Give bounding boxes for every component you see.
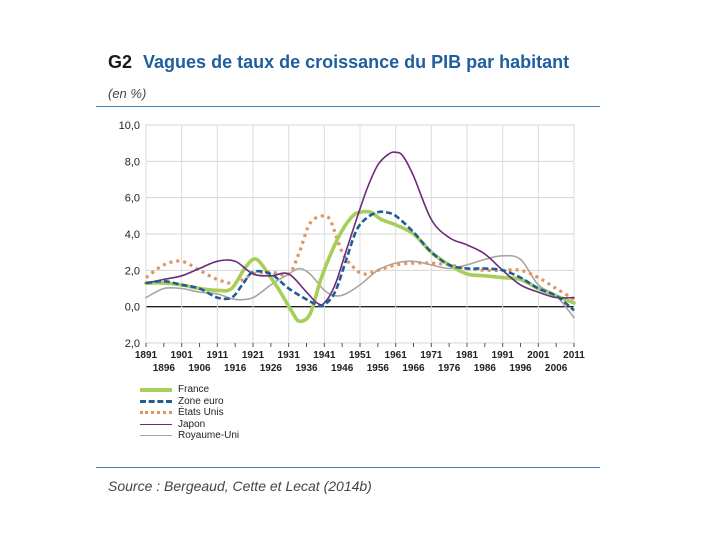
legend-item-etats_unis: États Unis	[140, 407, 239, 419]
x-tick-label: 1936	[295, 363, 318, 374]
x-tick-label: 1976	[438, 363, 461, 374]
x-tick-label: 1981	[456, 350, 479, 361]
x-tick-label: 2011	[563, 350, 585, 361]
legend-swatch	[140, 435, 172, 437]
y-tick-label: 2,0	[125, 265, 140, 277]
figure-id: G2	[108, 52, 133, 72]
x-tick-label: 1931	[278, 350, 301, 361]
legend-item-france: France	[140, 384, 239, 396]
series-line-zone_euro	[145, 210, 575, 312]
legend-label: Royaume-Uni	[178, 430, 240, 442]
legend-item-japon: Japon	[140, 419, 239, 431]
y-tick-label: 10,0	[119, 120, 140, 132]
x-tick-label: 1891	[135, 350, 158, 361]
legend-label: Zone euro	[178, 395, 224, 407]
series-line-france	[144, 209, 576, 324]
x-tick-label: 1941	[313, 350, 336, 361]
legend-label: États Unis	[178, 407, 224, 419]
x-tick-label: 1971	[420, 350, 443, 361]
x-tick-label: 1921	[242, 350, 265, 361]
figure-title-text: Vagues de taux de croissance du PIB par …	[143, 52, 570, 72]
x-tick-label: 1951	[349, 350, 372, 361]
legend-label: France	[178, 384, 210, 396]
y-tick-label: 6,0	[125, 193, 140, 205]
x-tick-label: 1896	[153, 363, 176, 374]
bottom-divider	[96, 467, 600, 468]
x-tick-label: 2006	[545, 363, 568, 374]
legend-swatch	[140, 423, 172, 425]
x-tick-label: 1946	[331, 363, 354, 374]
series-line-royaume_uni	[145, 254, 575, 319]
x-tick-label: 1911	[206, 350, 228, 361]
x-tick-label: 1986	[474, 363, 497, 374]
y-tick-label: 0,0	[125, 302, 140, 314]
top-divider	[96, 106, 600, 107]
x-tick-label: 1966	[402, 363, 425, 374]
legend-item-zone_euro: Zone euro	[140, 396, 239, 408]
x-tick-label: 1961	[385, 350, 408, 361]
x-tick-label: 1926	[260, 363, 283, 374]
legend-item-royaume_uni: Royaume-Uni	[140, 430, 239, 442]
legend-swatch	[140, 387, 172, 392]
x-tick-label: 1901	[171, 350, 194, 361]
legend-swatch	[140, 399, 172, 403]
y-tick-label: 8,0	[125, 156, 140, 168]
x-tick-label: 2001	[527, 350, 550, 361]
series-line-japon	[145, 151, 575, 306]
y-tick-label: 4,0	[125, 229, 140, 241]
legend-label: Japon	[178, 418, 206, 430]
unit-label: (en %)	[108, 86, 147, 101]
x-tick-label: 1996	[509, 363, 532, 374]
y-tick-label: 2,0	[125, 338, 140, 350]
x-tick-label: 1956	[367, 363, 390, 374]
x-tick-label: 1991	[492, 350, 515, 361]
x-tick-label: 1906	[188, 363, 211, 374]
grid	[145, 124, 575, 344]
x-tick-label: 1916	[224, 363, 247, 374]
figure-title: G2 Vagues de taux de croissance du PIB p…	[108, 52, 569, 73]
source-note: Source : Bergeaud, Cette et Lecat (2014b…	[108, 478, 372, 494]
series-layer	[144, 151, 576, 324]
legend: France Zone euro États Unis Japon Royaume-Un…	[140, 384, 239, 442]
legend-swatch	[140, 411, 172, 415]
